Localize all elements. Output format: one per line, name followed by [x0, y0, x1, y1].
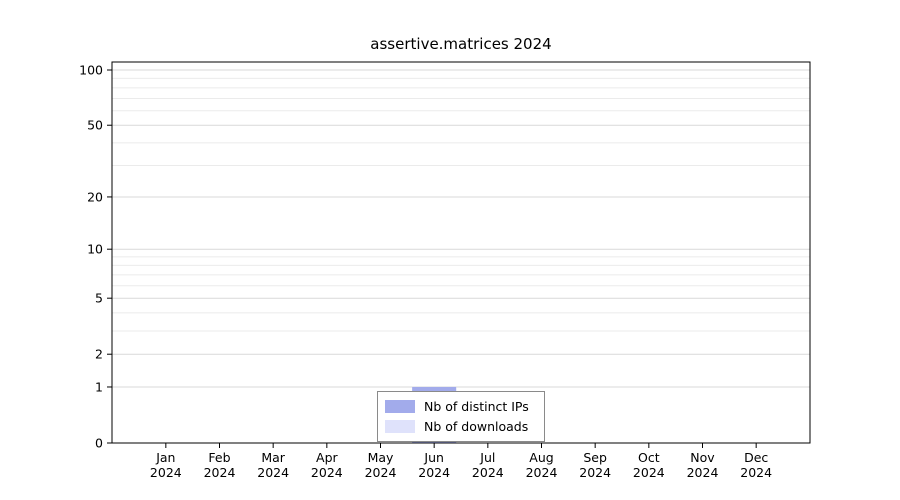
plot-border [111, 61, 811, 444]
y-tick-label: 50 [87, 118, 103, 133]
year-label: 2024 [526, 465, 558, 480]
chart-title: assertive.matrices 2024 [370, 35, 552, 53]
month-label: May [368, 450, 394, 465]
y-tick-label: 1 [95, 379, 103, 394]
y-tick-label: 2 [95, 347, 103, 362]
month-label: Oct [638, 450, 660, 465]
month-label: Jan [155, 450, 175, 465]
y-tick-label: 5 [95, 291, 103, 306]
month-label: Jun [423, 450, 444, 465]
year-label: 2024 [418, 465, 450, 480]
legend-item-distinct-ips: Nb of distinct IPs [385, 396, 536, 416]
legend-item-downloads: Nb of downloads [385, 416, 536, 436]
month-label: Sep [583, 450, 607, 465]
year-label: 2024 [633, 465, 665, 480]
year-label: 2024 [740, 465, 772, 480]
legend-swatch-downloads-icon [385, 419, 415, 433]
year-label: 2024 [311, 465, 343, 480]
y-tick-label: 10 [87, 242, 103, 257]
year-label: 2024 [579, 465, 611, 480]
year-label: 2024 [365, 465, 397, 480]
legend-label-downloads: Nb of downloads [424, 418, 529, 434]
month-label: Jul [479, 450, 495, 465]
legend: Nb of distinct IPs Nb of downloads [377, 391, 545, 442]
legend-swatch-distinct-ips-icon [385, 399, 415, 413]
year-label: 2024 [472, 465, 504, 480]
year-label: 2024 [150, 465, 182, 480]
month-label: Aug [529, 450, 553, 465]
year-label: 2024 [257, 465, 289, 480]
month-label: Mar [261, 450, 285, 465]
year-label: 2024 [687, 465, 719, 480]
y-tick-label: 20 [87, 189, 103, 204]
year-label: 2024 [204, 465, 236, 480]
month-label: Feb [208, 450, 230, 465]
y-tick-label: 100 [79, 63, 103, 78]
month-label: Nov [690, 450, 715, 465]
month-label: Dec [744, 450, 768, 465]
y-tick-label: 0 [95, 436, 103, 451]
legend-label-distinct-ips: Nb of distinct IPs [424, 398, 529, 414]
month-label: Apr [316, 450, 338, 465]
plot-background [112, 62, 810, 443]
